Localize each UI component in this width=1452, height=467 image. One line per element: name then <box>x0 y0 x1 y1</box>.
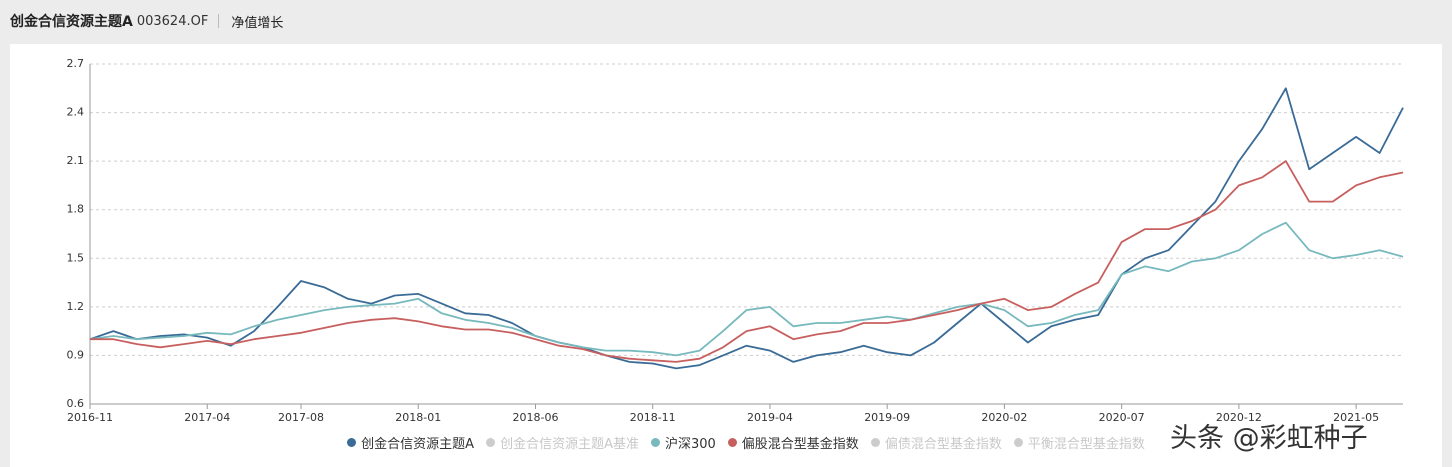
y-tick-label: 1.5 <box>67 251 85 264</box>
legend-item[interactable]: 创金合信资源主题A <box>347 433 474 452</box>
legend-swatch <box>650 438 660 447</box>
x-tick-label: 2018-11 <box>630 411 676 424</box>
x-tick-label: 2019-09 <box>864 411 910 424</box>
watermark: 头条 @彩虹种子 <box>1170 423 1368 454</box>
legend-label: 平衡混合型基金指数 <box>1027 437 1145 452</box>
series-line <box>89 87 1404 370</box>
legend-item[interactable]: 沪深300 <box>650 433 716 452</box>
legend-item[interactable]: 偏债混合型基金指数 <box>870 433 1002 452</box>
y-tick-label: 0.9 <box>67 348 85 361</box>
legend-swatch <box>1013 438 1023 447</box>
legend-item[interactable]: 偏股混合型基金指数 <box>727 433 859 452</box>
series-line <box>90 160 1404 363</box>
legend-label: 沪深300 <box>664 437 716 452</box>
y-tick-label: 0.6 <box>67 397 85 410</box>
header: 创金合信资源主题A 003624.OF 净值增长 <box>0 0 1452 42</box>
panel <box>10 44 1442 467</box>
tab[interactable]: 净值增长 <box>231 15 284 31</box>
legend-swatch <box>870 438 880 447</box>
legend-label: 偏股混合型基金指数 <box>741 437 859 452</box>
legend-label: 偏债混合型基金指数 <box>884 437 1002 452</box>
y-tick-label: 2.4 <box>67 106 85 119</box>
x-tick-label: 2017-04 <box>184 411 230 424</box>
fund-title: 创金合信资源主题A <box>10 14 133 30</box>
series-line <box>89 221 1404 357</box>
x-tick-label: 2020-12 <box>1216 411 1262 424</box>
x-tick-label: 2020-07 <box>1099 411 1145 424</box>
x-tick-label: 2020-02 <box>981 411 1027 424</box>
x-tick-label: 2018-01 <box>395 411 441 424</box>
y-tick-label: 1.2 <box>67 300 85 313</box>
legend-label: 创金合信资源主题A基准 <box>500 437 639 452</box>
legend-swatch <box>486 438 496 447</box>
legend-label: 创金合信资源主题A <box>361 437 475 452</box>
separator <box>218 14 220 28</box>
x-tick-label: 2017-08 <box>278 411 324 424</box>
x-tick-label: 2021-05 <box>1333 411 1379 424</box>
x-tick-label: 2018-06 <box>512 411 558 424</box>
x-tick-label: 2016-11 <box>67 411 113 424</box>
legend-item[interactable]: 创金合信资源主题A基准 <box>486 433 639 452</box>
y-tick-label: 2.1 <box>67 154 85 167</box>
y-tick-label: 2.7 <box>67 57 85 70</box>
legend-swatch <box>347 438 357 447</box>
x-tick-label: 2019-04 <box>747 411 793 424</box>
legend: 创金合信资源主题A 创金合信资源主题A基准 沪深300 偏股混合型基金指数 偏债混合型基… <box>0 433 1452 452</box>
legend-swatch <box>727 438 737 447</box>
y-tick-label: 1.8 <box>67 203 85 216</box>
legend-item[interactable]: 平衡混合型基金指数 <box>1013 433 1145 452</box>
fund-code: 003624.OF <box>136 13 209 29</box>
